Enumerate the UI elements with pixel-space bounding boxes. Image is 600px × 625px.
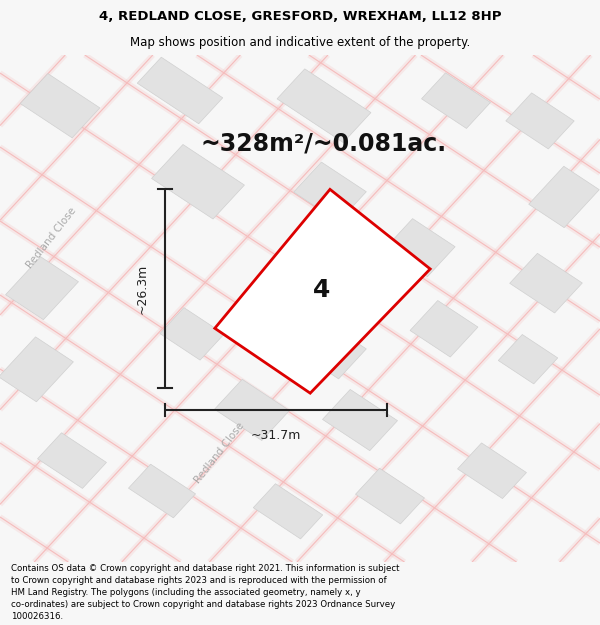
Polygon shape [529, 166, 599, 228]
Polygon shape [410, 301, 478, 357]
Polygon shape [293, 162, 367, 222]
Polygon shape [20, 74, 100, 138]
Polygon shape [356, 468, 424, 524]
Text: ~26.3m: ~26.3m [135, 264, 148, 314]
Polygon shape [152, 144, 244, 219]
Polygon shape [253, 484, 323, 539]
Polygon shape [498, 334, 558, 384]
Text: 4: 4 [313, 278, 330, 302]
Polygon shape [215, 189, 430, 393]
Polygon shape [128, 464, 196, 518]
Polygon shape [38, 432, 106, 488]
Text: Map shows position and indicative extent of the property.: Map shows position and indicative extent… [130, 36, 470, 49]
Polygon shape [385, 219, 455, 277]
Text: Contains OS data © Crown copyright and database right 2021. This information is : Contains OS data © Crown copyright and d… [11, 564, 400, 621]
Text: 4, REDLAND CLOSE, GRESFORD, WREXHAM, LL12 8HP: 4, REDLAND CLOSE, GRESFORD, WREXHAM, LL1… [99, 10, 501, 23]
Polygon shape [0, 337, 73, 402]
Polygon shape [422, 73, 490, 129]
Polygon shape [293, 319, 367, 379]
Polygon shape [215, 379, 289, 441]
Text: Redland Close: Redland Close [192, 421, 246, 485]
Polygon shape [509, 253, 583, 313]
Polygon shape [323, 389, 397, 451]
Text: Redland Close: Redland Close [24, 205, 78, 270]
Polygon shape [458, 443, 526, 499]
Text: ~31.7m: ~31.7m [251, 429, 301, 442]
Polygon shape [5, 257, 79, 319]
Polygon shape [506, 93, 574, 149]
Polygon shape [137, 58, 223, 124]
Polygon shape [160, 308, 224, 360]
Polygon shape [277, 69, 371, 142]
Text: ~328m²/~0.081ac.: ~328m²/~0.081ac. [201, 132, 447, 156]
